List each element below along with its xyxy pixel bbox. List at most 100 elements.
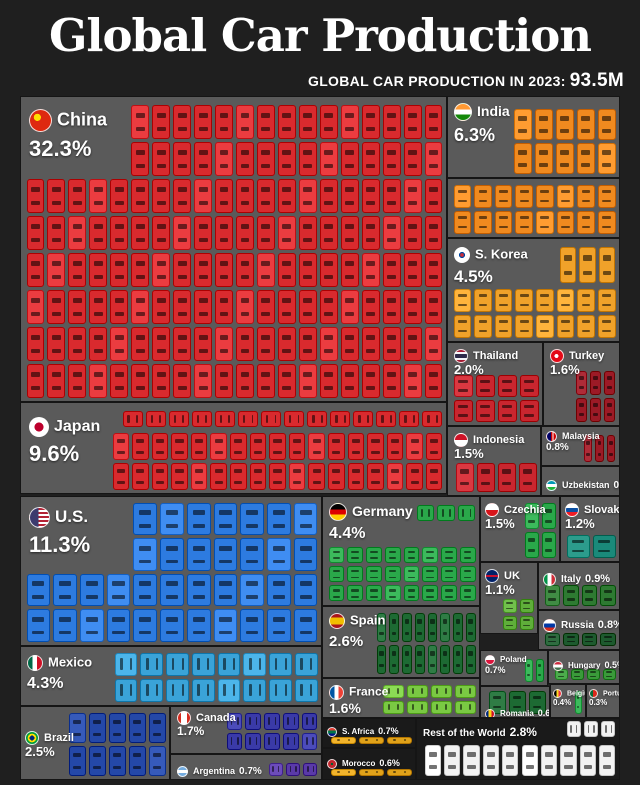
car-mark: [173, 141, 192, 176]
car-mark: [277, 104, 296, 139]
share-value: 1.6%: [329, 700, 361, 716]
car-mark: [249, 462, 267, 490]
car-mark: [236, 215, 254, 250]
label-portugal: Portugal0.3%: [589, 689, 619, 708]
car-mark: [347, 565, 363, 583]
car-mark: [26, 609, 51, 642]
car-mark: [602, 668, 616, 680]
flag-slovakia-icon: [565, 503, 579, 517]
car-mark: [186, 609, 211, 642]
flag-china-icon: [29, 109, 52, 132]
car-mark: [453, 210, 472, 234]
tile-india2: [447, 178, 620, 238]
car-mark: [340, 104, 359, 139]
car-mark: [534, 108, 553, 140]
car-mark: [160, 502, 184, 535]
car-mark: [319, 326, 338, 361]
car-mark: [269, 432, 286, 460]
car-mark: [376, 411, 397, 427]
flag-hungary-icon: [553, 660, 563, 671]
share-value: 0.8%: [546, 442, 569, 454]
car-mark: [110, 252, 129, 287]
car-mark: [414, 612, 425, 642]
tile-thailand: Thailand 2.0%: [447, 342, 543, 426]
share-value: 0.5%: [613, 480, 620, 491]
car-mark: [457, 505, 476, 521]
car-mark: [194, 104, 213, 139]
car-mark: [298, 141, 317, 176]
car-mark: [599, 744, 616, 776]
car-mark: [403, 585, 420, 602]
car-mark: [230, 432, 247, 460]
car-mark: [277, 326, 296, 361]
car-mark: [340, 289, 359, 324]
car-mark: [327, 432, 345, 460]
car-mark: [424, 178, 443, 213]
car-mark: [524, 502, 539, 529]
car-mark: [191, 678, 215, 702]
car-mark: [382, 178, 401, 213]
share-value: 1.5%: [485, 516, 515, 531]
car-mark: [519, 615, 534, 630]
country-name: Belgium: [567, 690, 585, 698]
share-value: 0.3%: [589, 698, 608, 708]
car-mark: [581, 632, 597, 646]
car-mark: [217, 652, 241, 676]
car-mark: [340, 215, 359, 250]
tile-uk: UK 1.1%: [480, 562, 538, 634]
car-mark: [476, 462, 495, 492]
car-mark: [191, 652, 215, 676]
car-mark: [474, 184, 492, 208]
country-name: Turkey: [569, 349, 605, 362]
car-mark: [171, 462, 188, 490]
car-mark: [79, 573, 104, 606]
car-mark: [347, 585, 363, 602]
car-mark: [453, 184, 472, 208]
car-mark: [264, 712, 280, 730]
car-mark: [556, 288, 575, 312]
car-mark: [110, 326, 129, 361]
car-mark: [186, 538, 211, 571]
car-mark: [570, 668, 584, 680]
car-mark: [256, 215, 275, 250]
car-mark: [454, 684, 476, 698]
flag-malaysia-icon: [546, 431, 557, 443]
tile-germany: Germany 4.4%: [322, 496, 480, 606]
label-thailand: Thailand 2.0%: [454, 349, 518, 378]
car-mark: [26, 573, 51, 606]
car-mark: [319, 363, 338, 398]
country-name: Portugal: [603, 690, 619, 698]
car-mark: [597, 184, 616, 208]
car-mark: [563, 632, 579, 646]
car-mark: [519, 374, 539, 397]
car-mark: [68, 712, 86, 743]
car-mark: [152, 104, 171, 139]
car-mark: [47, 326, 66, 361]
car-mark: [256, 141, 275, 176]
car-mark: [524, 531, 539, 558]
car-mark: [128, 745, 146, 776]
car-mark: [453, 399, 473, 422]
country-name: Slovakia: [584, 503, 620, 516]
car-mark: [186, 502, 211, 535]
tile-malaysia: Malaysia 0.8%: [541, 426, 620, 466]
tile-brazil: Brazil 2.5%: [20, 706, 170, 780]
car-mark: [26, 252, 45, 287]
tile-morocco: Morocco 0.6%: [322, 748, 416, 780]
tile-india: India 6.3%: [447, 96, 620, 178]
car-mark: [340, 252, 359, 287]
car-mark: [236, 141, 254, 176]
share-value: 1.1%: [485, 582, 515, 597]
country-name: Poland: [500, 655, 527, 665]
car-mark: [536, 210, 554, 234]
car-mark: [240, 573, 265, 606]
car-mark: [521, 744, 538, 776]
car-mark: [327, 462, 345, 490]
car-mark: [556, 184, 575, 208]
country-name: India: [477, 103, 510, 119]
car-mark: [513, 142, 532, 174]
car-mark: [319, 252, 338, 287]
car-mark: [215, 363, 233, 398]
car-mark: [132, 432, 149, 460]
